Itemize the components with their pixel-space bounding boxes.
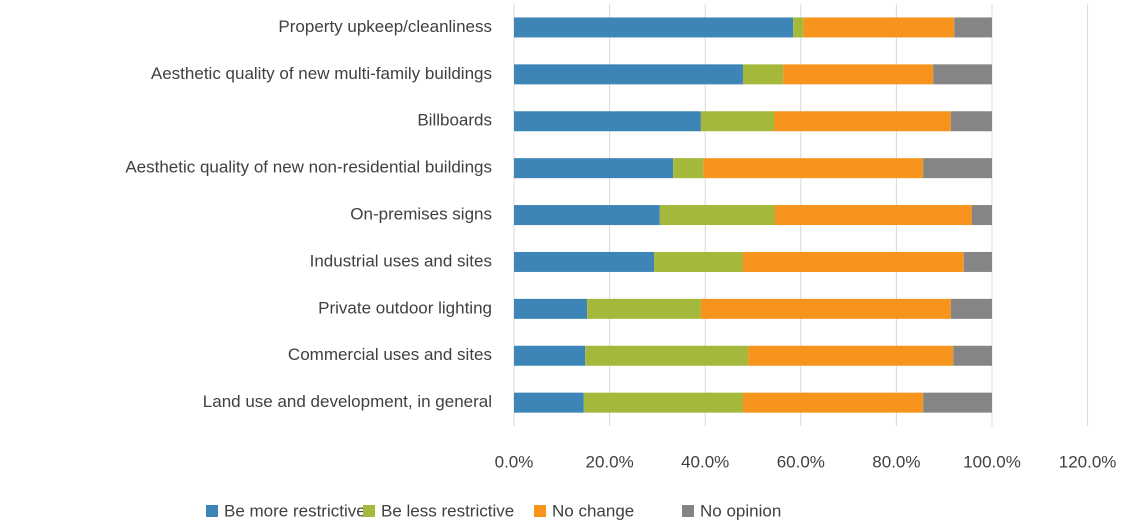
bar-segment xyxy=(953,345,992,366)
bar-segment xyxy=(514,158,674,179)
bar-segment xyxy=(748,345,954,366)
legend-swatch xyxy=(363,505,375,517)
bar-segment xyxy=(585,345,749,366)
legend-label: Be less restrictive xyxy=(381,501,514,520)
y-tick-label: Property upkeep/cleanliness xyxy=(278,17,492,36)
legend-swatch xyxy=(682,505,694,517)
x-tick-label: 120.0% xyxy=(1059,452,1117,471)
bar-segment xyxy=(742,64,784,85)
bar-segment xyxy=(793,17,804,38)
bar-segment xyxy=(774,111,951,132)
legend-swatch xyxy=(206,505,218,517)
bar-segment xyxy=(783,64,934,85)
y-tick-label: Aesthetic quality of new multi-family bu… xyxy=(151,64,492,83)
bar-segment xyxy=(514,17,794,38)
legend-label: No opinion xyxy=(700,501,781,520)
bar-segment xyxy=(933,64,992,85)
bar-segment xyxy=(587,298,701,319)
legend-label: Be more restrictive xyxy=(224,501,366,520)
bar-segment xyxy=(923,392,992,413)
x-tick-label: 80.0% xyxy=(872,452,920,471)
bar-segment xyxy=(514,251,655,272)
x-tick-label: 0.0% xyxy=(495,452,534,471)
bar-segment xyxy=(774,205,972,226)
bar-segment xyxy=(514,111,701,132)
bar-segment xyxy=(700,298,951,319)
bar-segment xyxy=(514,392,584,413)
bar-segment xyxy=(803,17,955,38)
bar-segment xyxy=(514,64,743,85)
bar-segment xyxy=(514,345,586,366)
y-tick-label: Commercial uses and sites xyxy=(288,345,492,364)
x-tick-label: 40.0% xyxy=(681,452,729,471)
x-tick-label: 20.0% xyxy=(585,452,633,471)
bar-segment xyxy=(963,251,992,272)
y-tick-label: Land use and development, in general xyxy=(203,392,492,411)
y-tick-label: Billboards xyxy=(417,111,492,130)
x-tick-label: 60.0% xyxy=(777,452,825,471)
bar-segment xyxy=(923,158,992,179)
y-tick-label: Aesthetic quality of new non-residential… xyxy=(125,158,492,177)
bar-segment xyxy=(700,111,775,132)
bar-segment xyxy=(950,298,992,319)
x-tick-label: 100.0% xyxy=(963,452,1021,471)
bar-segment xyxy=(950,111,992,132)
bar-segment xyxy=(742,251,964,272)
legend-label: No change xyxy=(552,501,634,520)
bar-segment xyxy=(703,158,924,179)
bar-segment xyxy=(654,251,743,272)
y-tick-label: On-premises signs xyxy=(350,205,492,224)
bar-segment xyxy=(659,205,775,226)
bar-segment xyxy=(514,298,588,319)
bar-segment xyxy=(971,205,992,226)
bar-segment xyxy=(673,158,704,179)
bar-segment xyxy=(742,392,924,413)
y-tick-label: Industrial uses and sites xyxy=(310,251,492,270)
bar-segment xyxy=(954,17,992,38)
bar-segment xyxy=(514,205,660,226)
y-tick-label: Private outdoor lighting xyxy=(318,298,492,317)
bar-segment xyxy=(583,392,743,413)
legend-swatch xyxy=(534,505,546,517)
